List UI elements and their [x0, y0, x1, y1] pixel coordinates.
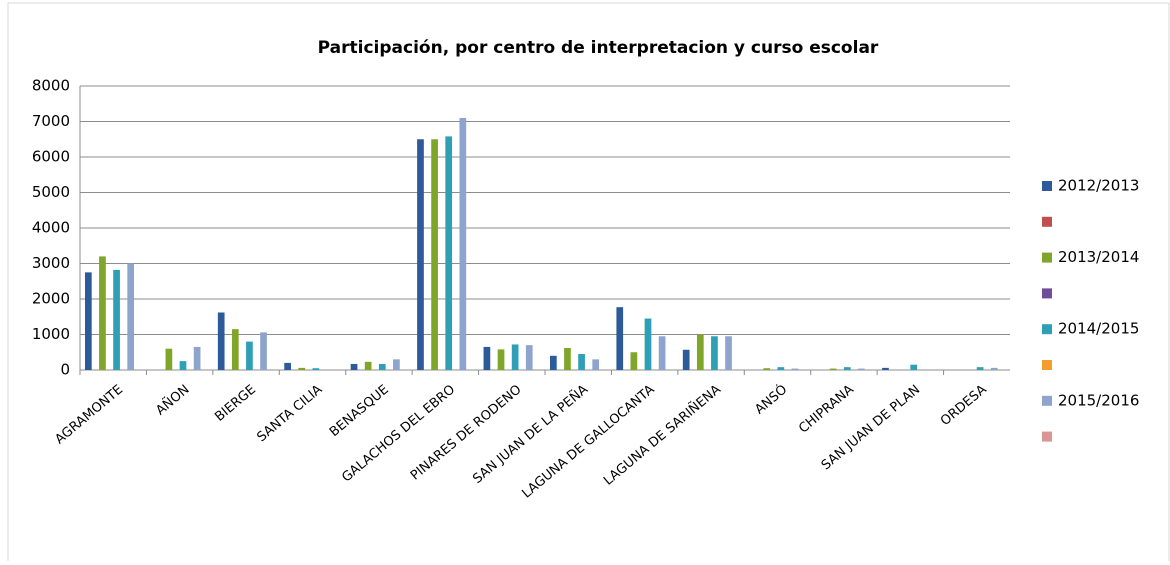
bar	[882, 367, 889, 370]
bar	[578, 354, 585, 370]
y-tick-label: 2000	[32, 290, 70, 308]
bar	[483, 346, 491, 370]
x-tick-label: ORDESA	[938, 382, 990, 429]
bar	[312, 368, 320, 370]
bar	[682, 349, 690, 370]
y-tick-label: 1000	[32, 325, 70, 343]
bar	[84, 272, 92, 370]
bar	[990, 367, 998, 370]
x-tick-label: AGRAMONTE	[52, 382, 126, 447]
bar	[525, 345, 533, 370]
legend-swatch	[1042, 181, 1052, 191]
x-tick-label: LAGUNA DE GALLOCANTA	[519, 382, 657, 501]
y-tick-label: 7000	[32, 112, 70, 130]
bar	[298, 367, 306, 370]
bar	[193, 346, 201, 370]
bar	[445, 136, 453, 370]
y-tick-label: 3000	[32, 254, 70, 272]
y-tick-label: 5000	[32, 183, 70, 201]
bar	[763, 368, 771, 370]
x-tick-label: GALACHOS DEL EBRO	[339, 382, 458, 485]
chart-title: Participación, por centro de interpretac…	[318, 38, 879, 58]
x-tick-label: SANTA CILIA	[254, 382, 325, 445]
bar	[231, 329, 239, 370]
legend-swatch	[1042, 431, 1052, 442]
bar	[711, 336, 718, 370]
y-tick-label: 8000	[32, 77, 70, 95]
bar	[658, 336, 666, 370]
bar	[459, 117, 467, 370]
bar	[592, 359, 600, 370]
bar	[616, 307, 624, 370]
bar	[179, 361, 187, 370]
bar	[564, 347, 571, 370]
bar	[165, 348, 173, 370]
legend-label: 2015/2016	[1058, 391, 1139, 409]
x-tick-label: ANSÓ	[752, 381, 791, 417]
x-tick-label: BENASQUE	[327, 382, 392, 440]
bar	[417, 139, 424, 370]
bar	[217, 312, 225, 370]
legend-label: 2012/2013	[1058, 177, 1139, 195]
bar	[696, 334, 704, 370]
x-tick-label: AÑON	[153, 381, 193, 418]
legend-swatch	[1042, 288, 1052, 299]
bar	[284, 362, 291, 370]
legend-swatch	[1042, 395, 1052, 406]
legend-swatch	[1042, 360, 1052, 370]
bar	[497, 349, 505, 370]
bar	[549, 355, 557, 370]
bar	[976, 367, 984, 370]
bar	[511, 344, 519, 370]
legend-swatch	[1042, 216, 1052, 227]
x-tick-label: SAN JUAN DE LA PEÑA	[470, 381, 591, 486]
chart-frame	[7, 2, 1170, 565]
bar	[791, 368, 799, 370]
y-tick-label: 4000	[32, 219, 70, 237]
bar	[829, 368, 837, 370]
y-tick-label: 6000	[32, 148, 70, 166]
bar	[725, 336, 732, 370]
bar	[843, 367, 851, 370]
bar	[364, 361, 372, 370]
y-tick-label: 0	[60, 361, 70, 379]
x-tick-label: CHIPRANA	[796, 382, 857, 436]
bar	[777, 367, 785, 370]
bar	[350, 363, 358, 370]
x-tick-label: BIERGE	[212, 382, 259, 425]
legend-swatch	[1042, 324, 1052, 335]
bar	[630, 352, 638, 370]
bar	[99, 256, 106, 370]
x-tick-label: PINARES DE RODENO	[408, 382, 525, 483]
bar	[910, 364, 918, 370]
legend-swatch	[1042, 252, 1052, 263]
bar	[113, 269, 120, 370]
bar	[260, 332, 267, 370]
bar	[431, 139, 438, 370]
bar	[644, 318, 652, 370]
x-tick-label: LAGUNA DE SARIÑENA	[600, 381, 724, 488]
bar	[393, 359, 400, 370]
bar	[246, 341, 253, 370]
bar	[127, 263, 135, 370]
bar	[858, 368, 865, 370]
bar	[378, 363, 386, 370]
legend-label: 2013/2014	[1058, 248, 1139, 266]
legend-label: 2014/2015	[1058, 320, 1139, 338]
